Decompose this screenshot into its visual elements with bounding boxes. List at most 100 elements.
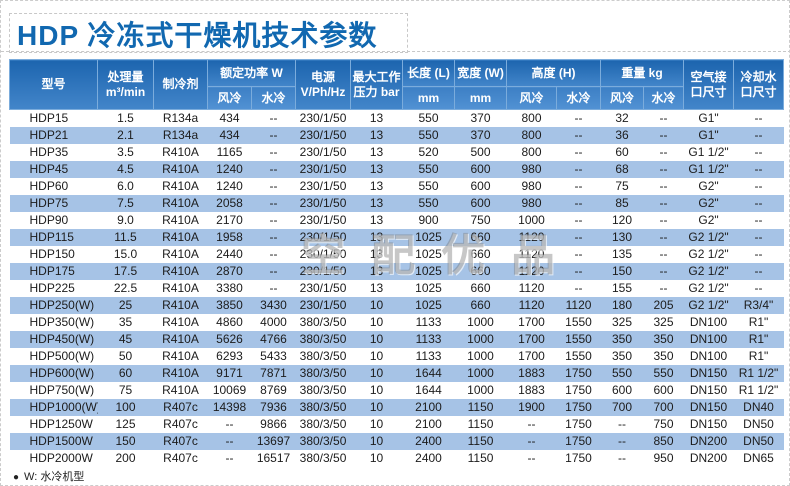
value-cell: 1240 [216,179,243,193]
col-header-width: 宽度 (W) [454,59,508,87]
value-cell: 850 [653,434,674,448]
value-cell: DN150 [689,400,728,414]
value-cell: 600 [470,179,491,193]
value-cell: R134a [162,111,199,125]
air-port-label-line1: 空气接 [690,70,727,85]
value-cell: 230/1/50 [299,179,347,193]
subheader-weight-air: 风冷 [600,86,645,110]
value-cell: 60 [118,366,133,380]
value-cell: 380/3/50 [299,434,347,448]
model-cell: HDP90 [29,213,69,227]
value-cell: -- [574,145,583,159]
value-cell: 800 [521,111,542,125]
value-cell: 230/1/50 [299,145,347,159]
value-cell: 60 [615,145,629,159]
subheader-weight-water: 水冷 [643,86,685,110]
value-cell: 380/3/50 [299,332,347,346]
value-cell: 600 [470,196,491,210]
value-cell: 700 [612,400,633,414]
value-cell: 10 [369,417,384,431]
value-cell: 230/1/50 [299,247,347,261]
value-cell: 1133 [415,332,442,346]
subheader-power-water: 水冷 [250,86,297,110]
value-cell: -- [527,451,536,465]
value-cell: G1" [698,128,719,142]
table-body: HDP15 1.5 R134a 434 -- 230/1/50 13 550 370 800 -- 3… [9,109,784,467]
value-cell: 1958 [216,230,243,244]
value-cell: 15.0 [113,247,138,261]
value-cell: 230/1/50 [299,128,347,142]
value-cell: -- [754,162,763,176]
value-cell: 10069 [212,383,247,397]
value-cell: 10 [369,332,384,346]
value-cell: 230/1/50 [299,111,347,125]
value-cell: R410A [162,349,199,363]
value-cell: 370 [470,111,491,125]
value-cell: -- [574,162,583,176]
col-header-model: 型号 [9,59,98,110]
model-cell: HDP250(W) [29,298,95,312]
value-cell: R407c [163,451,198,465]
value-cell: R407c [163,400,198,414]
footnote-text: W: 水冷机型 [24,471,85,483]
value-cell: 550 [612,366,633,380]
value-cell: 2440 [216,247,243,261]
value-cell: 950 [653,451,674,465]
value-cell: 1120 [518,264,545,278]
value-cell: 1165 [216,145,243,159]
value-cell: 22.5 [113,281,138,295]
table-row: HDP15 1.5 R134a 434 -- 230/1/50 13 550 370 800 -- 3… [9,109,784,127]
value-cell: 380/3/50 [299,315,347,329]
value-cell: DN50 [743,434,774,448]
value-cell: 350 [653,332,674,346]
value-cell: -- [269,213,278,227]
value-cell: R410A [162,247,199,261]
value-cell: -- [269,196,278,210]
value-cell: 550 [418,111,439,125]
pressure-label-line1: 最大工作 [352,70,401,85]
value-cell: 380/3/50 [299,400,347,414]
table-row: HDP500(W) 50 R410A 6293 5433 380/3/50 10 1133 10… [9,348,784,365]
table-row: HDP250(W) 25 R410A 3850 3430 230/1/50 10 1025 66… [9,297,784,314]
value-cell: DN200 [689,434,728,448]
value-cell: 4000 [260,315,287,329]
col-header-pressure: 最大工作 压力 bar [350,59,404,110]
spec-table: 型号 处理量 m³/min 制冷剂 额定功率 W 电源 V/Ph/Hz 最大工作… [9,59,785,467]
title-guide-box [9,13,408,53]
value-cell: 1150 [467,417,494,431]
value-cell: 13 [369,128,384,142]
value-cell: 1750 [565,366,592,380]
value-cell: 4766 [260,332,287,346]
table-row: HDP600(W) 60 R410A 9171 7871 380/3/50 10 1644 10… [9,365,784,382]
value-cell: 6293 [216,349,243,363]
value-cell: -- [618,451,627,465]
value-cell: R3/4" [743,298,774,312]
value-cell: 1750 [565,417,592,431]
value-cell: 1120 [565,298,592,312]
value-cell: 13 [369,230,384,244]
model-cell: HDP500(W) [29,349,95,363]
table-row: HDP350(W) 35 R410A 4860 4000 380/3/50 10 1133 10… [9,314,784,331]
value-cell: 32 [615,111,629,125]
model-cell: HDP45 [29,162,69,176]
subheader-height-air: 风冷 [506,86,558,110]
value-cell: 13 [369,264,384,278]
value-cell: R407c [163,434,198,448]
value-cell: 5433 [260,349,287,363]
value-cell: 1150 [467,400,494,414]
pressure-label-line2: 压力 bar [353,84,400,99]
water-port-label-line1: 冷却水 [740,70,777,85]
value-cell: 13 [369,196,384,210]
value-cell: 1644 [415,383,442,397]
bullet-icon: ● [13,472,20,483]
value-cell: 1120 [518,247,545,261]
value-cell: G1 1/2" [688,162,729,176]
value-cell: 2100 [415,417,442,431]
model-cell: HDP35 [29,145,69,159]
value-cell: 750 [470,213,491,227]
value-cell: 1883 [518,383,545,397]
value-cell: -- [574,264,583,278]
voltage-label-line2: V/Ph/Hz [300,84,346,99]
value-cell: 11.5 [114,230,137,244]
value-cell: -- [225,417,234,431]
